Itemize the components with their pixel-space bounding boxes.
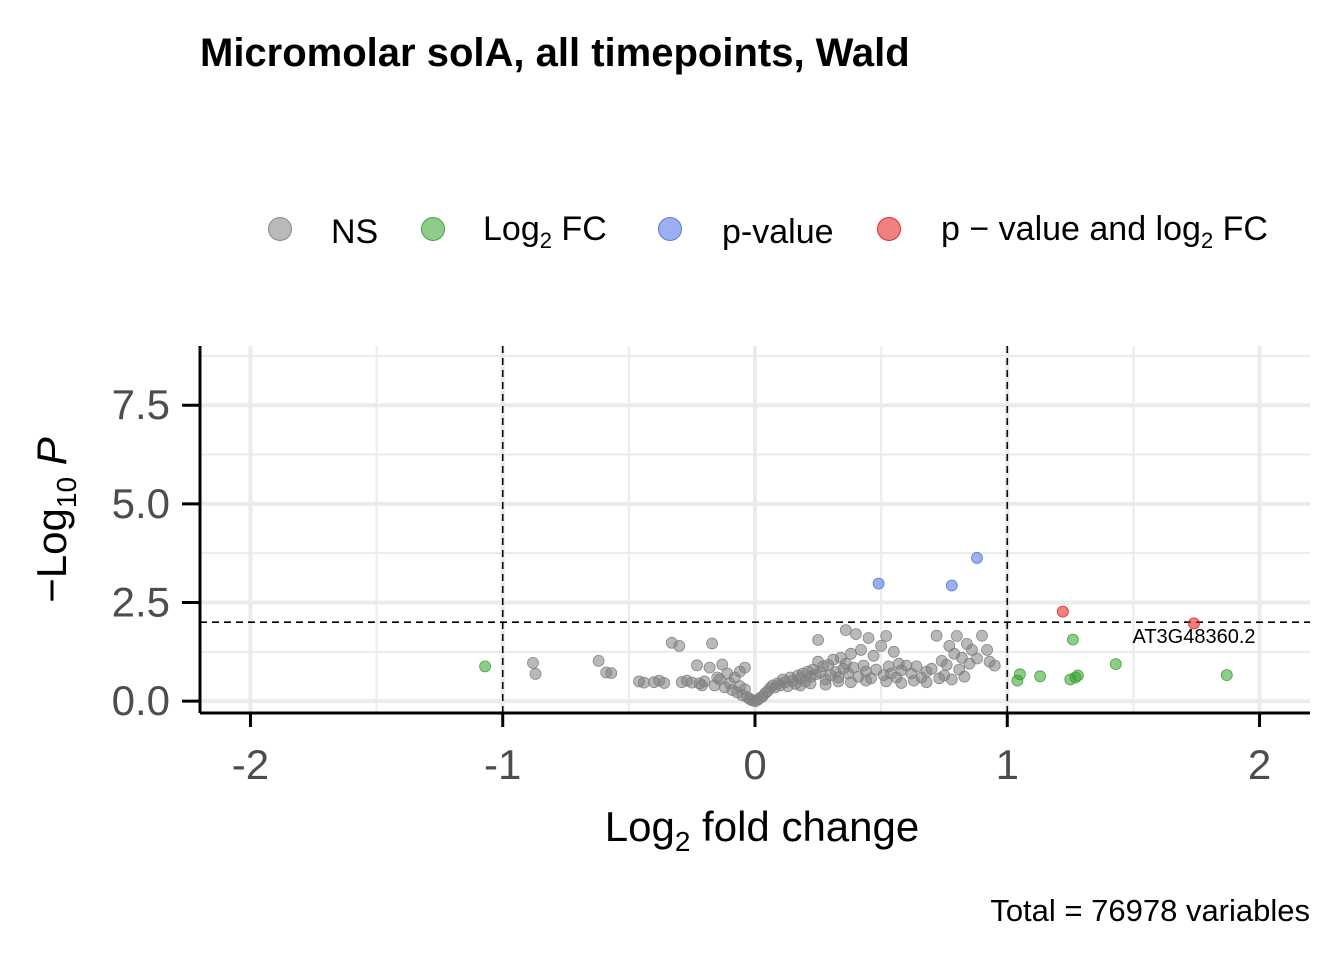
- point-ns: [981, 644, 993, 656]
- point-both: [1188, 617, 1200, 630]
- x-tick-label: 1: [996, 741, 1019, 788]
- point-ns: [945, 673, 958, 686]
- x-axis-label: Log2 fold change: [605, 803, 920, 857]
- point-ns: [880, 675, 893, 688]
- point-ns: [706, 637, 718, 650]
- point-ns: [673, 640, 686, 652]
- point-ns: [910, 660, 923, 673]
- point-ns: [832, 675, 845, 688]
- point-ns: [711, 671, 724, 684]
- point-fc: [1220, 669, 1233, 681]
- x-tick-label: 0: [743, 741, 766, 788]
- point-fc: [1034, 670, 1046, 683]
- legend: NS Log2 FC p-value p − value and log2 FC: [268, 210, 1268, 253]
- legend-label-both: p − value and log2 FC: [941, 210, 1268, 253]
- point-ns: [653, 674, 665, 687]
- legend-key-p: [658, 217, 682, 241]
- point-p: [945, 579, 958, 592]
- point-ns: [958, 670, 971, 683]
- point-fc: [1109, 658, 1122, 670]
- point-ns: [875, 640, 887, 652]
- point-ns: [920, 676, 933, 689]
- point-ns: [691, 659, 703, 672]
- point-p: [971, 552, 983, 564]
- point-ns: [819, 678, 832, 691]
- point-ns: [638, 676, 650, 689]
- point-ns: [855, 644, 867, 656]
- point-ns: [527, 657, 539, 669]
- point-ns: [908, 674, 920, 687]
- point-annotation: AT3G48360.2: [1132, 626, 1255, 648]
- legend-label-fc: Log2 FC: [483, 210, 607, 253]
- chart-caption: Total = 76978 variables: [990, 893, 1310, 928]
- point-ns: [794, 679, 807, 692]
- y-tick-label: 2.5: [112, 579, 170, 626]
- x-tick-label: 2: [1248, 741, 1271, 788]
- x-tick-label: -2: [232, 741, 269, 788]
- point-ns: [895, 677, 908, 689]
- point-ns: [696, 679, 708, 692]
- point-ns: [592, 655, 605, 667]
- point-fc: [1067, 633, 1079, 646]
- x-ticks: -2 -1 0 1 2: [232, 713, 1271, 788]
- cutoff-lines: [200, 346, 1310, 713]
- point-ns: [862, 632, 875, 644]
- point-ns: [721, 667, 734, 680]
- point-ns: [739, 661, 751, 674]
- point-ns: [845, 647, 857, 660]
- point-ns: [971, 652, 983, 665]
- point-both: [1056, 605, 1069, 618]
- point-ns: [804, 677, 817, 690]
- x-tick-label: -1: [484, 741, 521, 788]
- point-fc: [1011, 674, 1024, 687]
- point-ns: [880, 630, 893, 642]
- point-ns: [925, 662, 938, 675]
- point-fc: [479, 660, 492, 673]
- point-ns: [988, 659, 1001, 672]
- point-ns: [675, 676, 688, 689]
- point-ns: [703, 661, 716, 674]
- legend-key-fc: [421, 217, 445, 241]
- point-ns: [930, 629, 943, 642]
- point-fc: [1072, 669, 1084, 682]
- point-ns: [867, 649, 880, 662]
- point-p: [872, 577, 885, 590]
- point-ns: [605, 667, 618, 679]
- y-axis-label: −Log10 P: [28, 437, 82, 602]
- point-ns: [950, 630, 963, 642]
- legend-key-both: [877, 217, 901, 241]
- point-ns: [812, 634, 824, 646]
- legend-label-p: p-value: [722, 213, 834, 251]
- point-ns: [845, 676, 857, 689]
- annotations: AT3G48360.2: [1132, 626, 1255, 648]
- point-ns: [976, 629, 988, 642]
- y-tick-label: 7.5: [112, 381, 170, 428]
- chart-title: Micromolar solA, all timepoints, Wald: [200, 31, 910, 75]
- y-tick-label: 0.0: [112, 677, 170, 724]
- point-ns: [716, 658, 729, 671]
- legend-key-ns: [268, 217, 292, 241]
- point-ns: [839, 624, 852, 636]
- data-points: [479, 552, 1233, 708]
- y-tick-label: 5.0: [112, 480, 170, 527]
- point-ns: [529, 668, 542, 680]
- y-ticks: 0.0 2.5 5.0 7.5: [112, 381, 200, 724]
- legend-label-ns: NS: [331, 213, 378, 251]
- point-ns: [860, 674, 872, 687]
- point-ns: [940, 659, 953, 671]
- point-ns: [850, 628, 862, 640]
- point-ns: [887, 645, 900, 658]
